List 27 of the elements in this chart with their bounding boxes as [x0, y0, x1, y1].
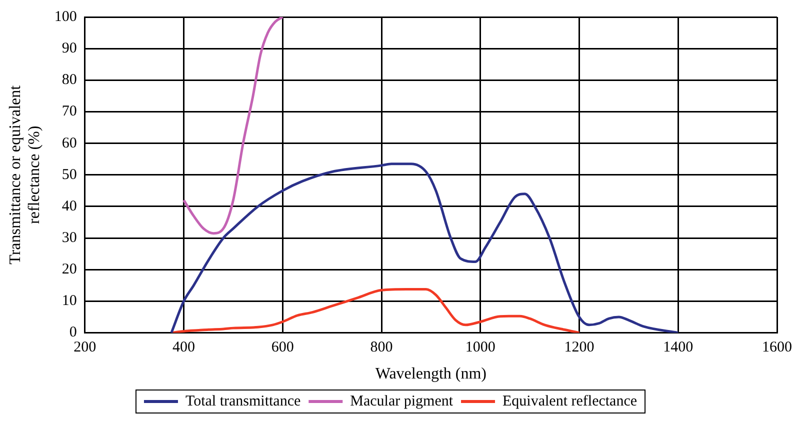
- y-tick-label: 70: [62, 104, 77, 120]
- y-axis-title: Transmittance or equivalent reflectance (%): [6, 84, 44, 264]
- y-tick-label: 0: [69, 324, 77, 341]
- y-tick-label: 10: [62, 293, 77, 310]
- x-axis-title: Wavelength (nm): [375, 366, 487, 383]
- y-tick-label: 30: [62, 230, 77, 246]
- legend-label: Total transmittance: [185, 393, 301, 410]
- y-tick-label: 100: [54, 8, 77, 25]
- x-tick-label: 1200: [564, 340, 594, 356]
- x-tick-label: 200: [74, 340, 96, 356]
- y-tick-label: 20: [62, 262, 77, 278]
- x-tick-label: 1000: [465, 340, 496, 356]
- legend-label: Equivalent reflectance: [502, 393, 638, 410]
- line-series: [182, 17, 284, 235]
- y-tick-label: 90: [62, 40, 77, 57]
- y-tick-label: 80: [62, 72, 77, 88]
- line-series: [170, 162, 680, 333]
- x-tick-label: 800: [370, 340, 393, 356]
- line-series: [170, 288, 581, 333]
- legend-label: Macular pigment: [350, 393, 454, 410]
- y-tick-label: 40: [62, 198, 77, 214]
- x-tick-label: 400: [172, 340, 196, 356]
- y-tick-label: 50: [62, 166, 77, 183]
- y-tick-label: 60: [62, 135, 77, 152]
- x-tick-label: 600: [271, 340, 294, 356]
- x-tick-label: 1600: [762, 340, 792, 356]
- x-tick-label: 1400: [663, 340, 694, 356]
